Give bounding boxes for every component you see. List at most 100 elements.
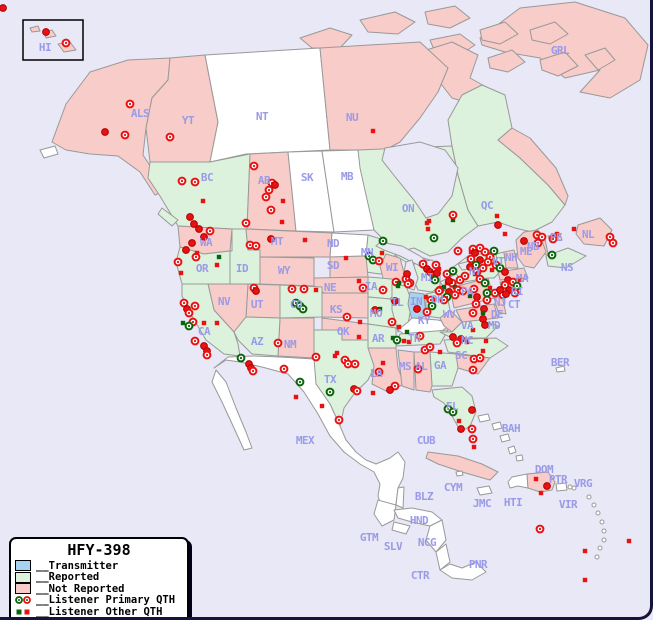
listener-other-qth-marker-green [467, 293, 473, 299]
listener-other-qth-marker-red [423, 294, 429, 300]
small-island [591, 502, 597, 508]
marker-center-dot [551, 237, 555, 241]
map-label-bah: BAH [502, 422, 520, 435]
marker-center-dot [180, 179, 184, 183]
marker-center-dot [472, 287, 476, 291]
map-label-az: AZ [251, 335, 264, 348]
listener-other-qth-marker-red [437, 349, 443, 355]
marker-center-dot [290, 287, 294, 291]
listener-cluster-marker [473, 293, 481, 301]
map-label-ks: KS [330, 303, 342, 316]
listener-other-qth-marker-green [390, 335, 396, 341]
marker-center-dot [239, 356, 243, 360]
marker-center-dot [432, 236, 436, 240]
listener-other-qth-marker-green [216, 254, 222, 260]
marker-center-dot [485, 291, 489, 295]
marker-center-dot [493, 291, 497, 295]
listener-cluster-marker [252, 287, 260, 295]
listener-cluster-marker [391, 297, 399, 305]
marker-center-dot [513, 291, 517, 295]
region-bahamas-islet-2 [491, 421, 503, 431]
listener-other-qth-marker-red [489, 267, 495, 273]
marker-center-dot [486, 260, 490, 264]
map-label-wa: WA [200, 236, 213, 249]
marker-center-dot [254, 244, 258, 248]
marker-center-dot [463, 274, 467, 278]
marker-center-dot [176, 260, 180, 264]
marker-center-dot [481, 266, 485, 270]
region-arctic-isle-2 [359, 11, 416, 35]
marker-center-dot [451, 410, 455, 414]
map-label-pa: PA [461, 285, 474, 298]
listener-other-qth-marker-red [379, 250, 385, 256]
marker-center-dot [453, 293, 457, 297]
listener-other-qth-marker-red [401, 338, 407, 344]
region-alaska [51, 57, 171, 196]
listener-other-qth-marker-red [496, 222, 502, 228]
listener-other-qth-marker-red [464, 339, 470, 345]
region-jamaica [476, 485, 493, 496]
marker-center-dot [471, 368, 475, 372]
marker-center-dot [345, 315, 349, 319]
marker-center-dot [535, 233, 539, 237]
listener-other-qth-marker-red [436, 266, 442, 272]
listener-other-qth-marker-red [343, 255, 349, 261]
marker-center-dot [337, 418, 341, 422]
marker-center-dot [515, 284, 519, 288]
marker-center-dot [437, 289, 441, 293]
map-label-ri: RI [511, 285, 523, 298]
marker-center-dot [488, 255, 492, 259]
marker-center-dot [471, 311, 475, 315]
region-nicaragua [425, 519, 447, 553]
marker-center-dot [406, 282, 410, 286]
other-qth-red-icon [24, 609, 30, 615]
region-guatemala [373, 499, 397, 527]
marker-center-dot [301, 307, 305, 311]
marker-center-dot [187, 311, 191, 315]
map-label-cym: CYM [444, 481, 463, 494]
region-nova-scotia [545, 247, 587, 269]
not-reported-swatch [15, 583, 31, 595]
marker-center-dot [282, 367, 286, 371]
map-label-mo: MO [370, 307, 383, 320]
small-island [571, 485, 577, 491]
listener-other-qth-marker-red [425, 226, 431, 232]
map-label-ne: NE [324, 281, 336, 294]
map-label-ut: UT [251, 298, 264, 311]
map-label-hnd: HND [410, 514, 429, 527]
marker-center-dot [434, 263, 438, 267]
region-baja-california [211, 369, 253, 451]
small-island [586, 494, 592, 500]
map-label-ct: CT [508, 298, 521, 311]
marker-center-dot [451, 213, 455, 217]
marker-center-dot [430, 304, 434, 308]
listener-other-qth-marker-red [517, 277, 523, 283]
listener-other-qth-marker-red [334, 350, 340, 356]
marker-center-dot [492, 249, 496, 253]
legend-item-label: __Listener Primary QTH [36, 594, 176, 607]
listener-cluster-marker [190, 220, 198, 228]
region-arizona [233, 316, 281, 357]
marker-center-dot [456, 288, 460, 292]
listener-cluster-marker [182, 246, 190, 254]
marker-center-dot [429, 298, 433, 302]
map-label-nt: NT [256, 110, 269, 123]
marker-center-dot [483, 281, 487, 285]
small-island [567, 484, 573, 490]
map-label-blz: BLZ [415, 490, 434, 503]
marker-center-dot [503, 283, 507, 287]
marker-center-dot [395, 338, 399, 342]
marker-center-dot [371, 258, 375, 262]
reported-swatch [15, 571, 31, 583]
region-bermuda [555, 365, 566, 373]
marker-center-dot [393, 384, 397, 388]
marker-center-dot [455, 341, 459, 345]
marker-center-dot [244, 221, 248, 225]
marker-center-dot [428, 345, 432, 349]
map-label-slv: SLV [384, 540, 403, 553]
map-label-oh: OH [431, 293, 443, 306]
legend-item-label: __Reported [36, 571, 100, 584]
marker-center-dot [187, 324, 191, 328]
listener-other-qth-marker-red [319, 403, 325, 409]
